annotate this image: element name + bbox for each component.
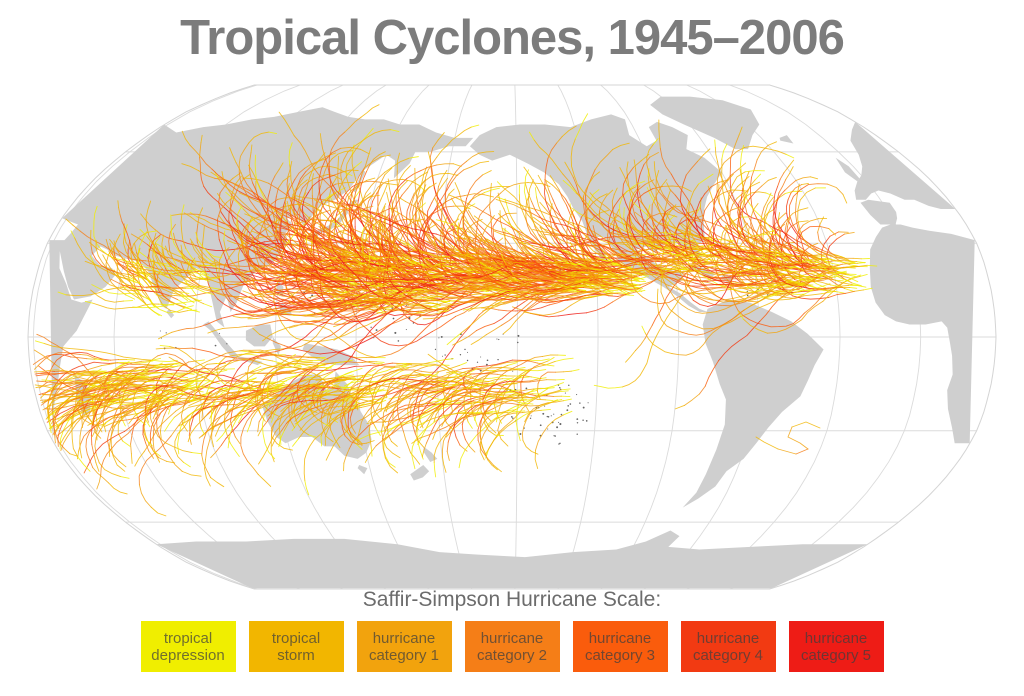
legend-item-label-line1: tropical: [163, 629, 213, 647]
legend-item-label-line1: hurricane: [696, 629, 760, 647]
legend-item-label-line1: hurricane: [804, 629, 868, 647]
legend-item-category-3: hurricane category 3: [572, 621, 668, 672]
legend-item-label-line2: category 5: [800, 646, 872, 664]
legend-item-label-line1: tropical: [271, 629, 321, 647]
legend-item-label-line2: category 3: [584, 646, 656, 664]
legend-item-category-5: hurricane category 5: [788, 621, 884, 672]
legend-item-label-line1: hurricane: [588, 629, 652, 647]
legend-item-label-line2: category 4: [692, 646, 764, 664]
legend-item-label-line2: depression: [151, 646, 225, 664]
saffir-simpson-legend: tropical depression tropical storm hurricane…: [0, 621, 1024, 672]
legend-heading: Saffir-Simpson Hurricane Scale:: [362, 588, 662, 611]
legend-item-category-2: hurricane category 2: [464, 621, 560, 672]
legend-item-category-4: hurricane category 4: [680, 621, 776, 672]
legend-item-label-line2: category 1: [368, 646, 440, 664]
legend-item-label-line2: storm: [277, 646, 315, 664]
page-title: Tropical Cyclones, 1945–2006: [180, 11, 845, 65]
legend-item-storm: tropical storm: [248, 621, 344, 672]
legend-item-label-line1: hurricane: [372, 629, 436, 647]
legend-item-depression: tropical depression: [140, 621, 236, 672]
legend-item-label-line2: category 2: [476, 646, 548, 664]
legend-item-label-line1: hurricane: [480, 629, 544, 647]
legend-item-category-1: hurricane category 1: [356, 621, 452, 672]
